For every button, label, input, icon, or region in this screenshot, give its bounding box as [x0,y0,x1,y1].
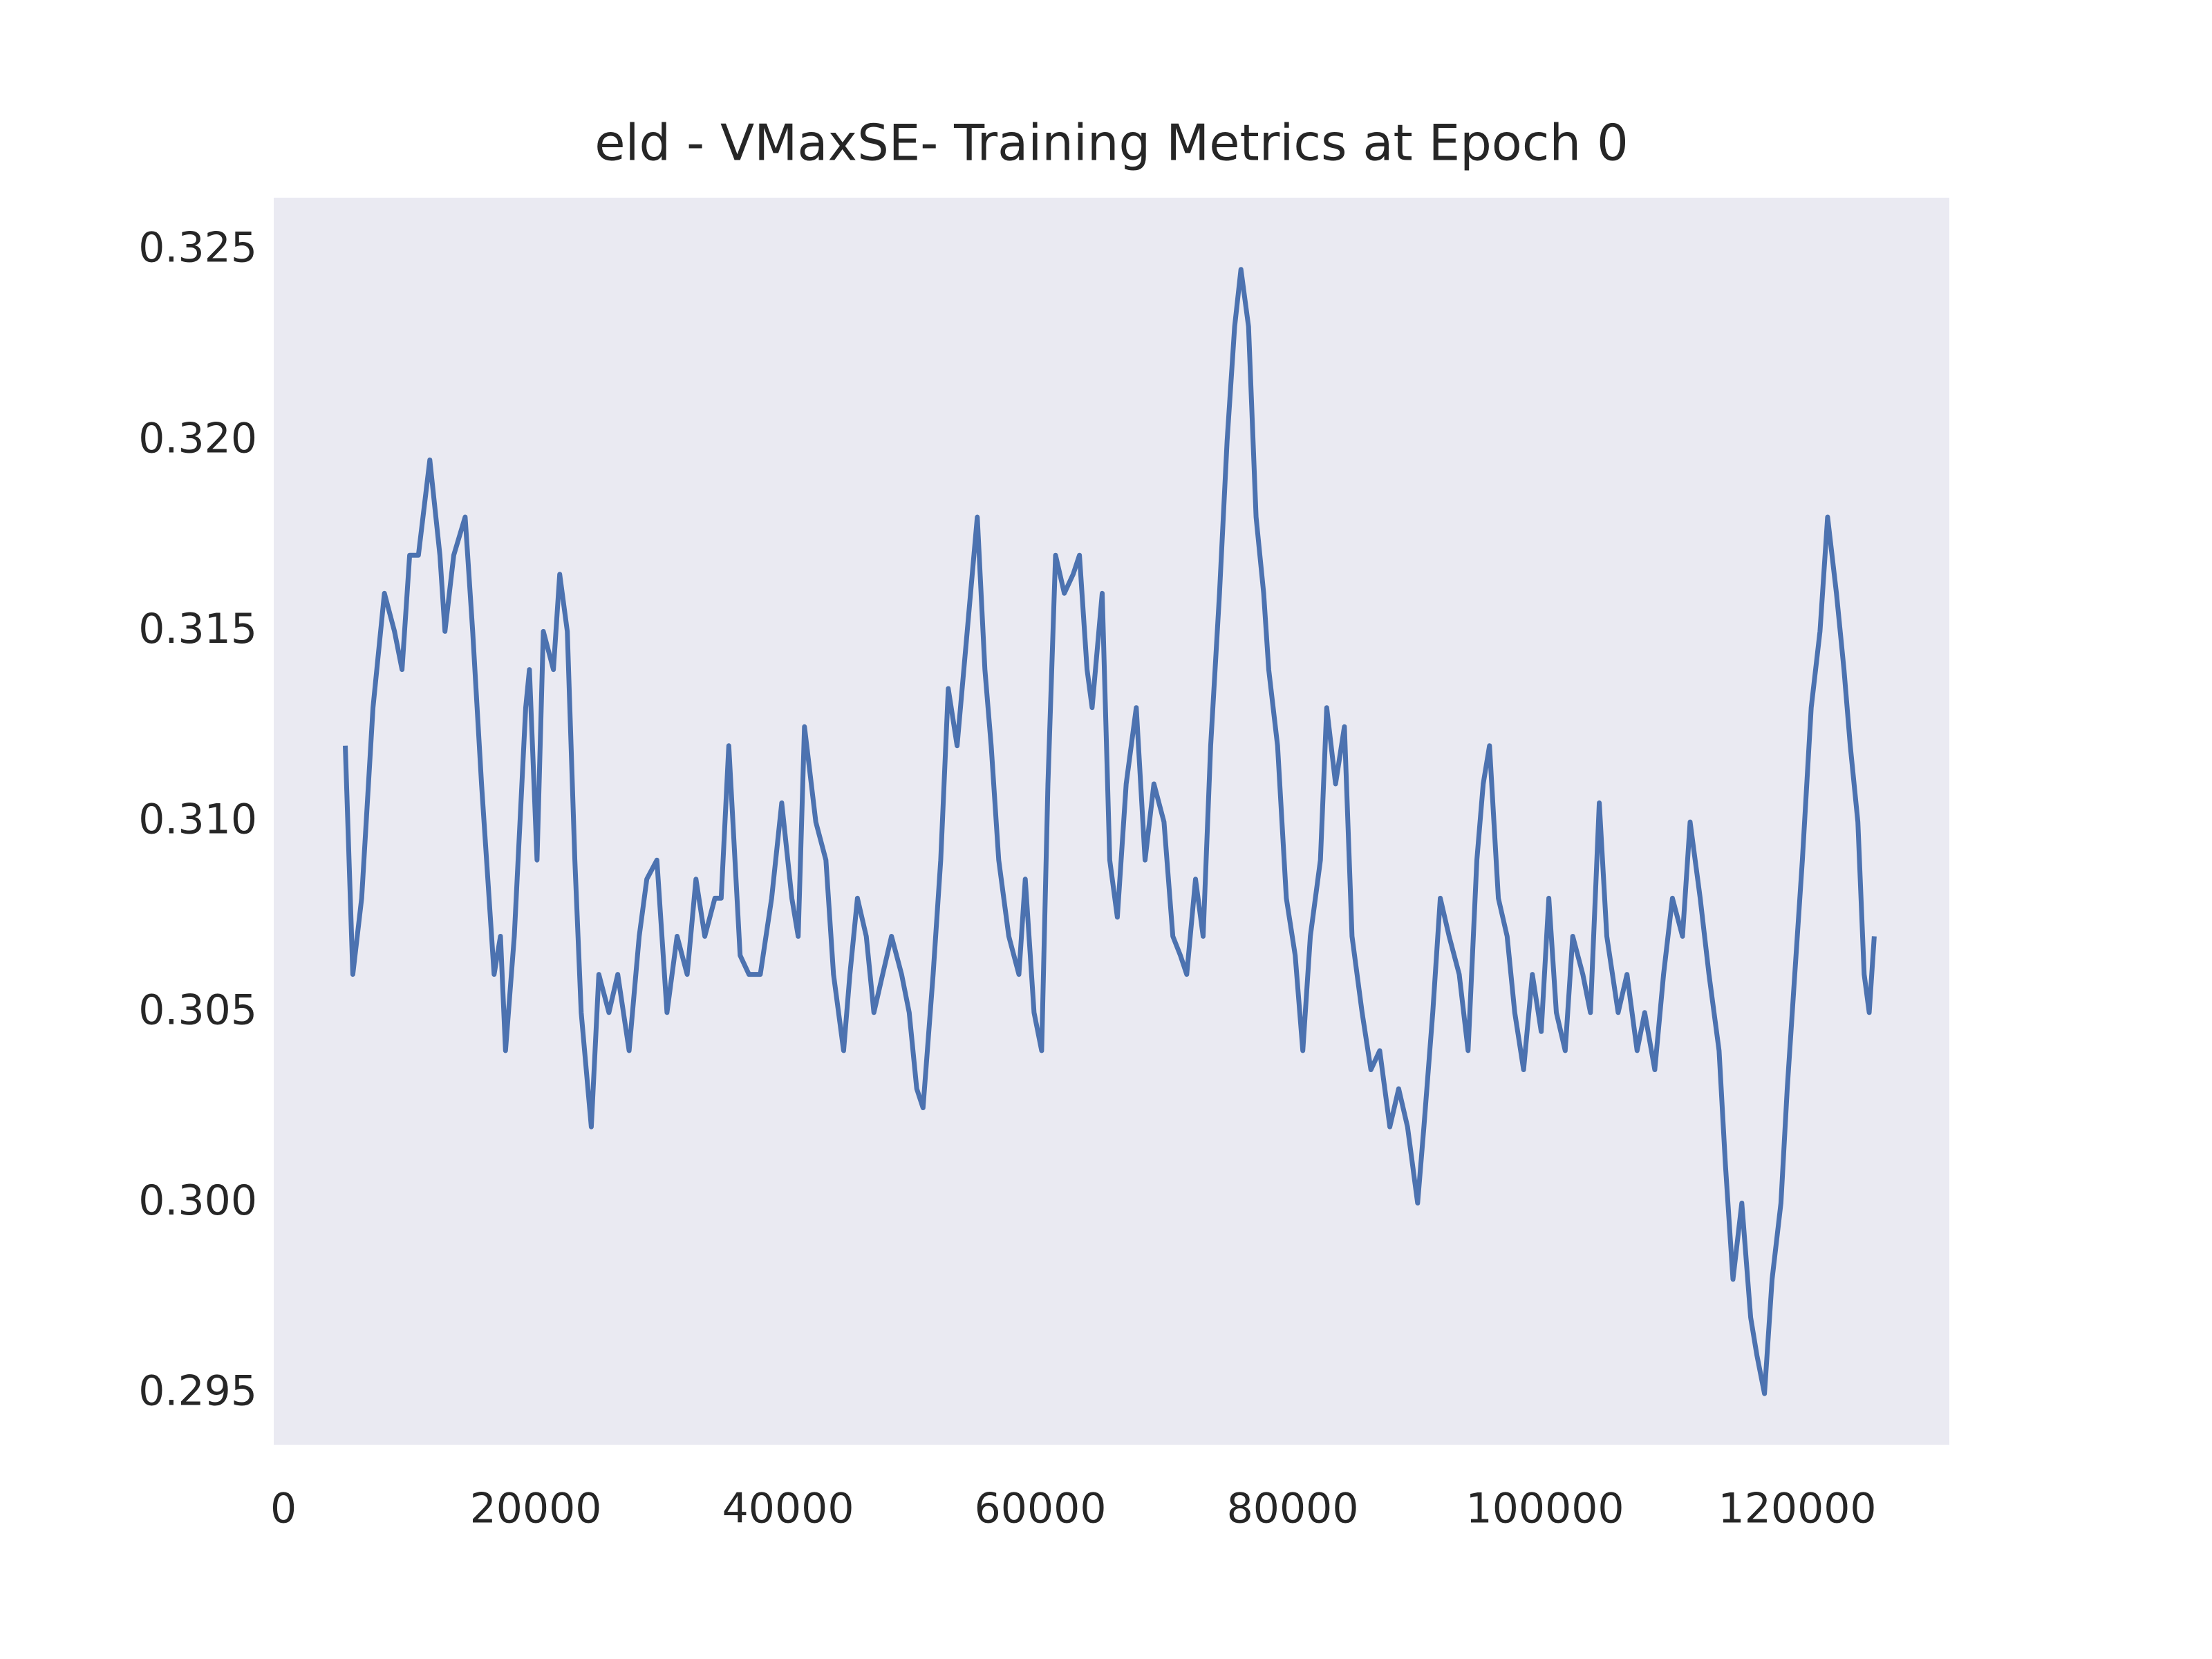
y-tick-label: 0.310 [138,796,257,844]
y-tick-label: 0.305 [138,986,257,1034]
x-tick-label: 100000 [1466,1485,1624,1533]
y-tick-label: 0.295 [138,1367,257,1416]
x-tick-label: 40000 [722,1485,854,1533]
y-tick-label: 0.315 [138,605,257,653]
data-line [343,267,1877,1396]
x-tick-label: 80000 [1227,1485,1359,1533]
y-tick-label: 0.325 [138,224,257,272]
y-tick-label: 0.320 [138,414,257,462]
y-tick-label: 0.300 [138,1177,257,1225]
x-tick-label: 0 [270,1485,297,1533]
x-tick-label: 20000 [470,1485,602,1533]
x-tick-label: 120000 [1718,1485,1877,1533]
plot-area [274,198,1949,1445]
x-tick-label: 60000 [975,1485,1107,1533]
chart-title: eld - VMaxSE- Training Metrics at Epoch … [594,114,1629,172]
